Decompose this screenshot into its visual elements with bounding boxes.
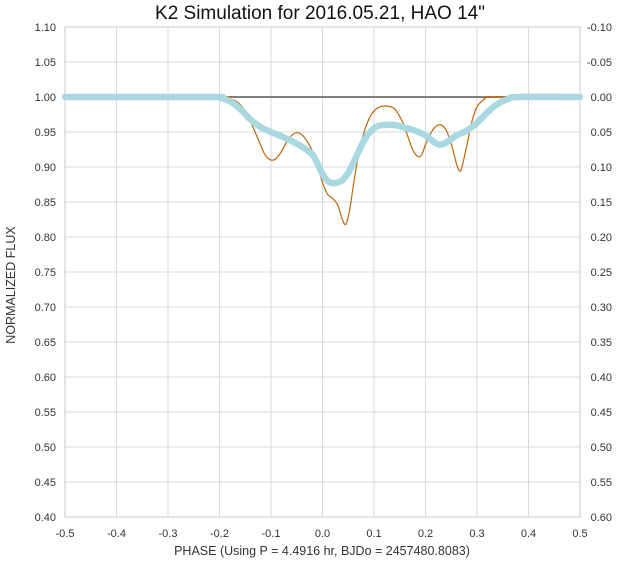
x-tick-label: 0.1: [366, 528, 381, 540]
x-tick-label: -0.2: [210, 528, 229, 540]
y2-tick-label: 0.10: [591, 162, 612, 174]
y-tick-label: 0.50: [35, 442, 56, 454]
right-axis-ticks: -0.10 -0.05 0.00 0.05 0.10 0.15 0.20 0.25 0.30 0.…: [587, 22, 612, 524]
y2-tick-label: 0.40: [591, 372, 612, 384]
chart-title: K2 Simulation for 2016.05.21, HAO 14": [155, 3, 485, 24]
y2-tick-label: 0.15: [591, 197, 612, 209]
y2-tick-label: -0.10: [587, 22, 612, 34]
x-tick-label: 0.5: [572, 528, 587, 540]
y-tick-label: 0.85: [35, 197, 56, 209]
y2-tick-label: -0.05: [587, 57, 612, 69]
y-tick-label: 0.60: [35, 372, 56, 384]
y2-tick-label: 0.50: [591, 442, 612, 454]
y2-tick-label: 0.30: [591, 302, 612, 314]
x-tick-label: -0.3: [159, 528, 178, 540]
x-tick-label: 0.4: [521, 528, 536, 540]
x-axis-ticks: -0.5 -0.4 -0.3 -0.2 -0.1 0.0 0.1 0.2 0.3 0.4 0.5: [56, 528, 588, 540]
y-tick-label: 0.80: [35, 232, 56, 244]
y-tick-label: 0.40: [35, 512, 56, 524]
y-tick-label: 1.05: [35, 57, 56, 69]
y-tick-label: 1.00: [35, 92, 56, 104]
plot-frame: [64, 26, 581, 518]
y-tick-label: 0.70: [35, 302, 56, 314]
x-tick-label: 0.0: [315, 528, 330, 540]
gridlines: [64, 26, 581, 518]
y-tick-label: 0.95: [35, 127, 56, 139]
y-tick-label: 1.10: [35, 22, 56, 34]
y2-tick-label: 0.05: [591, 127, 612, 139]
x-tick-label: 0.3: [469, 528, 484, 540]
y-tick-label: 0.65: [35, 337, 56, 349]
x-tick-label: 0.2: [418, 528, 433, 540]
series-line-model-fit: [61, 93, 584, 187]
y2-tick-label: 0.35: [591, 337, 612, 349]
y2-tick-label: 0.00: [591, 92, 612, 104]
x-axis-label: PHASE (Using P = 4.4916 hr, BJDo = 24574…: [174, 544, 470, 558]
y-tick-label: 0.75: [35, 267, 56, 279]
y-tick-label: 0.45: [35, 477, 56, 489]
x-tick-label: -0.1: [262, 528, 281, 540]
y2-tick-label: 0.45: [591, 407, 612, 419]
y2-tick-label: 0.20: [591, 232, 612, 244]
y2-tick-label: 0.60: [591, 512, 612, 524]
series-layer: [61, 93, 584, 226]
y2-tick-label: 0.55: [591, 477, 612, 489]
y2-tick-label: 0.25: [591, 267, 612, 279]
y-axis-label: NORMALIZED FLUX: [4, 226, 18, 344]
y-tick-label: 0.90: [35, 162, 56, 174]
x-tick-label: -0.5: [56, 528, 75, 540]
left-axis-ticks: 1.10 1.05 1.00 0.95 0.90 0.85 0.80 0.75 0.70 0.65…: [35, 22, 56, 524]
y-tick-label: 0.55: [35, 407, 56, 419]
x-tick-label: -0.4: [107, 528, 126, 540]
